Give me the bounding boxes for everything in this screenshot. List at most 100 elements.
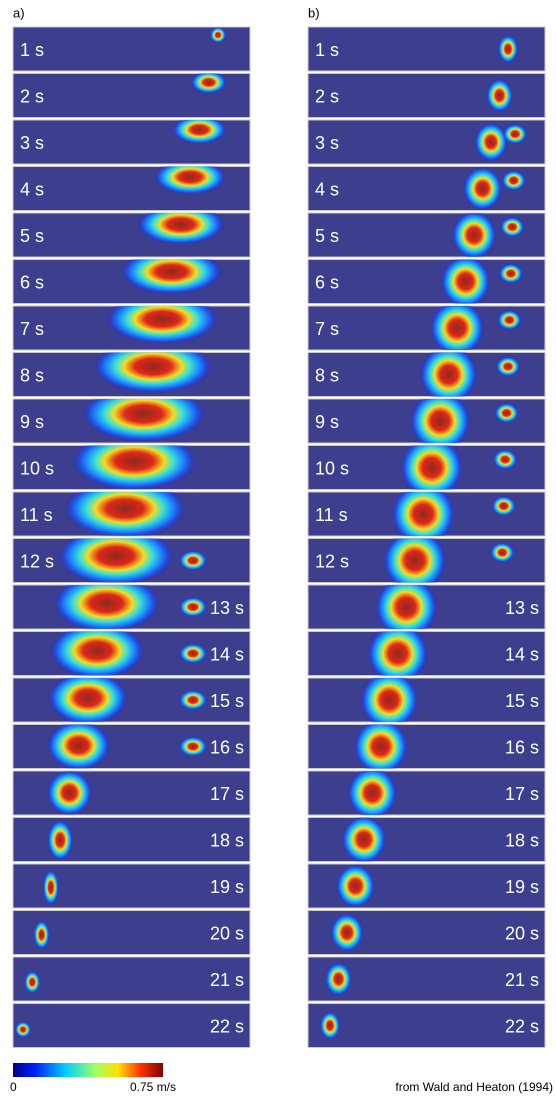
time-label: 15 s — [505, 691, 539, 711]
time-label: 16 s — [505, 737, 539, 757]
slip-patch — [360, 670, 418, 729]
slip-patch — [43, 870, 59, 905]
slip-patch — [410, 390, 471, 452]
colorbar-min: 0 — [10, 1080, 17, 1094]
slip-patch — [330, 913, 363, 952]
time-label: 19 s — [210, 877, 244, 897]
slip-patch — [367, 623, 428, 685]
slip-rate — [24, 971, 40, 994]
slip-patch — [342, 815, 387, 863]
time-label: 16 s — [210, 737, 244, 757]
slip-rate — [498, 35, 518, 63]
time-label: 11 s — [315, 505, 348, 525]
panel-label: b) — [308, 5, 320, 20]
time-label: 5 s — [20, 226, 44, 246]
credit: from Wald and Heaton (1994) — [395, 1080, 553, 1094]
time-label: 17 s — [210, 784, 244, 804]
time-label: 6 s — [20, 272, 44, 292]
time-label: 14 s — [505, 644, 539, 664]
slip-rate — [342, 815, 387, 863]
slip-rate — [210, 27, 226, 43]
time-label: 20 s — [210, 923, 244, 943]
slip-patch — [50, 622, 146, 679]
time-label: 7 s — [20, 319, 44, 339]
time-label: 11 s — [20, 505, 53, 525]
slip-rate — [486, 79, 513, 112]
slip-patch — [34, 920, 50, 949]
time-label: 10 s — [315, 458, 349, 478]
time-label: 1 s — [315, 40, 339, 60]
slip-rate — [154, 160, 226, 195]
time-label: 4 s — [315, 179, 339, 199]
slip-patch — [24, 971, 40, 994]
time-label: 15 s — [210, 691, 244, 711]
slip-patch — [347, 767, 397, 819]
slip-rate — [330, 913, 363, 952]
slip-patch — [492, 496, 516, 516]
slip-patch — [179, 644, 207, 664]
slip-patch — [486, 79, 513, 112]
slip-rate — [191, 71, 227, 94]
slip-patch — [495, 403, 519, 423]
time-label: 19 s — [505, 877, 539, 897]
slip-rate — [360, 670, 418, 729]
slip-patch — [498, 35, 518, 63]
slip-patch — [336, 864, 375, 908]
slip-patch — [47, 720, 111, 770]
slip-patch — [502, 171, 526, 191]
slip-rate — [336, 864, 375, 908]
slip-rate — [320, 1012, 340, 1040]
slip-patch — [354, 718, 408, 774]
time-label: 9 s — [315, 412, 339, 432]
time-label: 22 s — [210, 1016, 244, 1036]
slip-patch — [320, 1012, 340, 1040]
time-label: 6 s — [315, 272, 339, 292]
slip-rate — [47, 770, 92, 816]
slip-patch — [500, 217, 524, 237]
slip-patch — [325, 962, 352, 995]
time-label: 13 s — [505, 598, 539, 618]
slip-rate — [354, 718, 408, 774]
slip-patch — [179, 551, 207, 571]
slip-patch — [430, 300, 484, 356]
time-label: 12 s — [315, 551, 349, 571]
slip-rate — [43, 870, 59, 905]
figure: a)1 s2 s3 s4 s5 s6 s7 s8 s9 s10 s11 s12 … — [0, 0, 556, 1095]
time-label: 18 s — [210, 830, 244, 850]
time-label: 9 s — [20, 412, 44, 432]
time-label: 22 s — [505, 1016, 539, 1036]
time-label: 10 s — [20, 458, 54, 478]
time-label: 8 s — [20, 365, 44, 385]
slip-patch — [490, 543, 514, 563]
time-label: 8 s — [315, 365, 339, 385]
slip-patch — [48, 671, 129, 725]
time-label: 13 s — [210, 598, 244, 618]
slip-patch — [154, 160, 226, 195]
slip-rate — [15, 1022, 31, 1038]
slip-patch — [475, 123, 508, 162]
time-label: 5 s — [315, 226, 339, 246]
slip-patch — [499, 264, 523, 284]
slip-patch — [463, 167, 502, 211]
slip-rate — [325, 962, 352, 995]
time-label: 3 s — [315, 133, 339, 153]
slip-rate — [367, 623, 428, 685]
slip-patch — [493, 450, 517, 470]
time-label: 18 s — [505, 830, 539, 850]
slip-patch — [497, 310, 521, 330]
slip-patch — [47, 770, 92, 816]
time-label: 2 s — [20, 86, 44, 106]
slip-patch — [496, 357, 520, 377]
time-label: 7 s — [315, 319, 339, 339]
time-label: 21 s — [210, 970, 244, 990]
slip-patch — [420, 345, 478, 404]
slip-patch — [191, 71, 227, 94]
slip-patch — [15, 1022, 31, 1038]
slip-patch — [210, 27, 226, 43]
slip-patch — [503, 124, 527, 144]
time-label: 1 s — [20, 40, 44, 60]
slip-patch — [441, 255, 491, 307]
time-label: 14 s — [210, 644, 244, 664]
slip-patch — [47, 820, 73, 861]
time-label: 12 s — [20, 551, 54, 571]
